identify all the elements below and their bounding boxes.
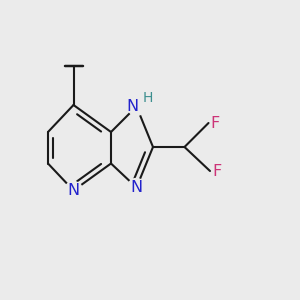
Circle shape (128, 98, 146, 116)
Circle shape (128, 178, 146, 196)
Text: F: F (211, 116, 220, 130)
Text: N: N (130, 180, 142, 195)
Text: N: N (127, 99, 139, 114)
Text: N: N (68, 183, 80, 198)
Circle shape (64, 182, 82, 200)
Text: H: H (143, 91, 153, 105)
Text: F: F (212, 164, 221, 178)
